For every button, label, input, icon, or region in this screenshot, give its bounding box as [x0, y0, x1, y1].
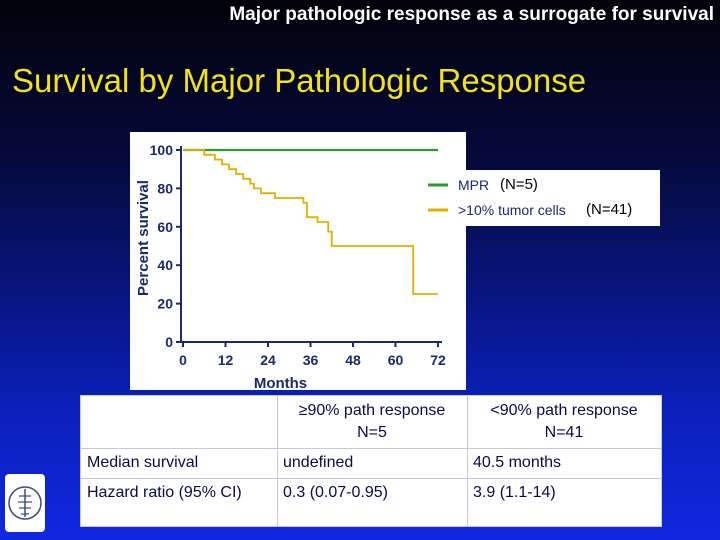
- series-line-non-mpr: [183, 149, 438, 295]
- x-tick-label: 72: [430, 352, 446, 368]
- legend-note: (N=5): [500, 176, 538, 193]
- y-tick-label: 60: [157, 219, 173, 235]
- x-tick-label: 24: [260, 352, 276, 368]
- legend-label: >10% tumor cells: [458, 202, 566, 218]
- table-row-label: Median survival: [87, 454, 199, 471]
- table-header-mpr-line2: N=5: [357, 424, 387, 441]
- y-axis-label: Percent survival: [135, 180, 152, 296]
- y-tick-label: 100: [150, 142, 174, 158]
- legend-panel: [420, 170, 660, 226]
- x-tick-label: 48: [345, 352, 361, 368]
- table-row-label: Hazard ratio (95% CI): [87, 484, 242, 501]
- table-cell: 0.3 (0.07-0.95): [283, 484, 388, 501]
- slide-header-text: Major pathologic response as a surrogate…: [229, 4, 714, 25]
- table-header-mpr-line1: ≥90% path response: [298, 402, 446, 419]
- table-header-nonmpr-line2: N=41: [544, 424, 584, 441]
- slide-title: Survival by Major Pathologic Response: [12, 62, 587, 99]
- x-tick-label: 12: [218, 352, 234, 368]
- table-header-nonmpr-line1: <90% path response: [490, 402, 638, 419]
- table-cell: 3.9 (1.1-14): [473, 484, 556, 501]
- legend-note: (N=41): [586, 201, 632, 218]
- table-cell: undefined: [283, 454, 354, 471]
- y-tick-label: 80: [157, 180, 173, 196]
- x-tick-label: 60: [388, 352, 404, 368]
- x-axis-label: Months: [254, 375, 307, 392]
- survival-table: ≥90% path response N=5 <90% path respons…: [80, 395, 662, 527]
- legend-label: MPR: [458, 177, 489, 193]
- y-tick-label: 0: [165, 334, 173, 350]
- institution-seal-icon: [5, 474, 45, 532]
- y-tick-label: 20: [157, 296, 173, 312]
- table-cell: 40.5 months: [473, 454, 562, 471]
- x-tick-label: 36: [303, 352, 319, 368]
- plot-panel: [130, 132, 466, 390]
- x-tick-label: 0: [179, 352, 187, 368]
- y-tick-label: 40: [157, 257, 173, 273]
